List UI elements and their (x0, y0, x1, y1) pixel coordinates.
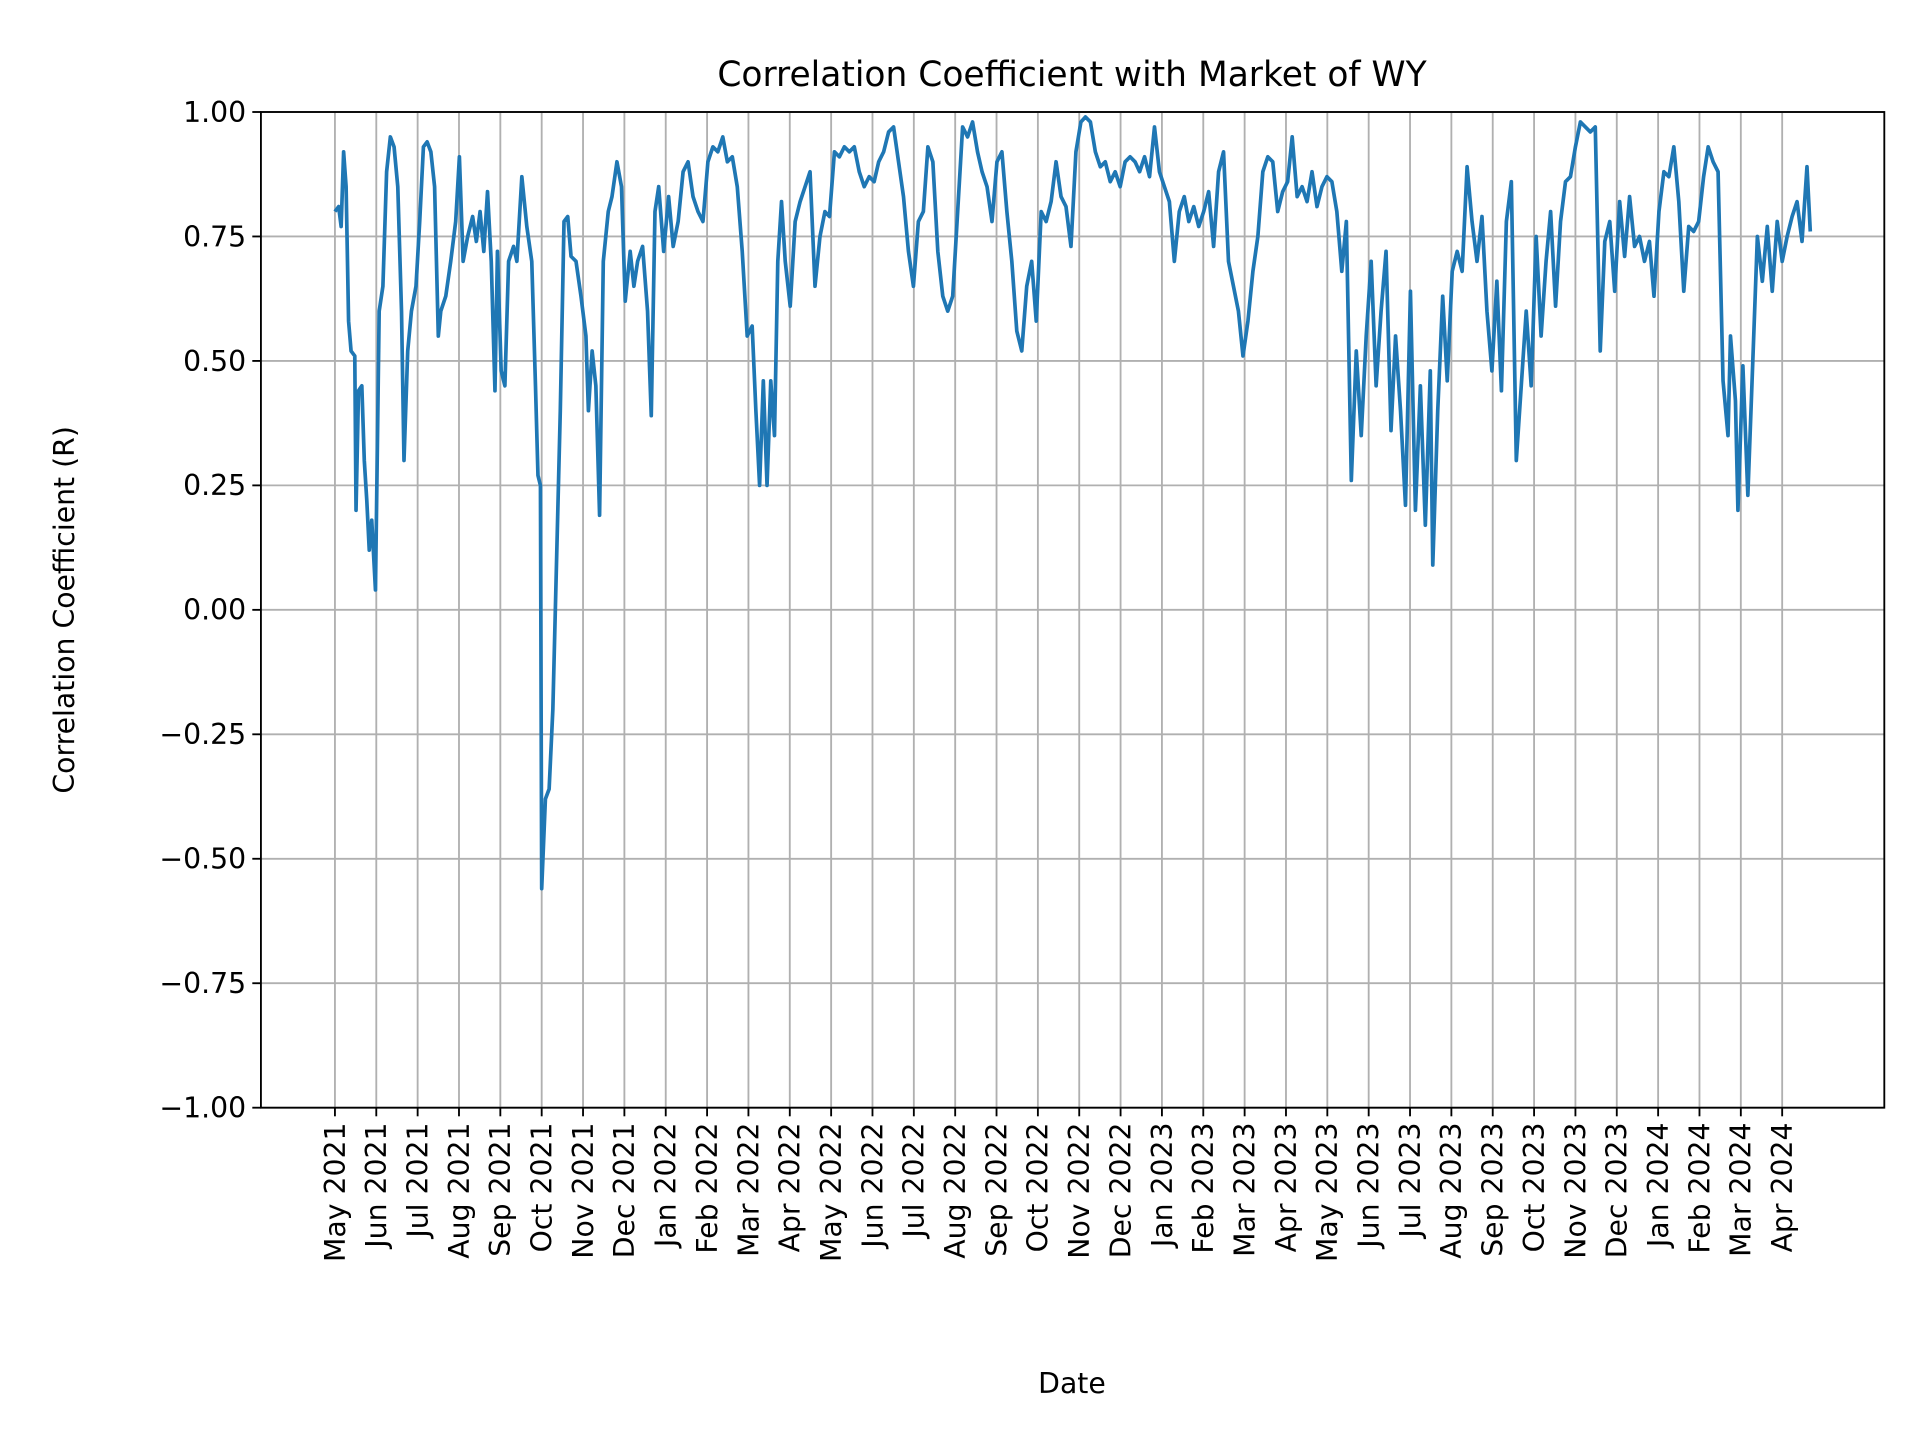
x-tick-label: Oct 2021 (526, 1122, 559, 1252)
y-tick-label: 0.50 (183, 345, 246, 378)
y-axis-label: Correlation Coefficient (R) (48, 426, 81, 793)
y-tick-label: −0.25 (159, 718, 246, 751)
y-tick-label: 0.75 (183, 220, 246, 253)
x-tick-label: Aug 2021 (443, 1122, 476, 1258)
x-tick-label: Jan 2023 (1146, 1122, 1179, 1249)
x-tick-label: Mar 2023 (1228, 1122, 1261, 1256)
x-tick-label: Dec 2022 (1104, 1122, 1137, 1258)
x-tick-label: Jun 2022 (856, 1122, 889, 1249)
data-line (333, 115, 1813, 891)
x-tick-label: Feb 2024 (1683, 1122, 1716, 1253)
x-tick-label: Aug 2022 (939, 1122, 972, 1258)
x-tick-label: Sep 2022 (980, 1122, 1013, 1256)
x-tick-label: Jan 2024 (1642, 1122, 1675, 1249)
x-tick-label: May 2021 (319, 1122, 352, 1262)
x-tick-label: May 2022 (815, 1122, 848, 1262)
x-tick-label: Dec 2023 (1601, 1122, 1634, 1258)
x-tick-label: Nov 2023 (1559, 1122, 1592, 1258)
y-tick-label: 0.00 (183, 594, 246, 627)
x-tick-label: Feb 2023 (1187, 1122, 1220, 1253)
x-tick-label: Apr 2022 (774, 1122, 807, 1252)
x-tick-label: Jun 2021 (360, 1122, 393, 1249)
y-tick-label: −1.00 (159, 1092, 246, 1125)
plot-frame (260, 111, 1886, 1109)
x-tick-label: Jul 2023 (1394, 1122, 1427, 1239)
x-tick-label: Feb 2022 (691, 1122, 724, 1253)
x-tick-label: Oct 2022 (1022, 1122, 1055, 1252)
x-tick-label: Sep 2023 (1477, 1122, 1510, 1256)
x-tick-label: Jul 2022 (898, 1122, 931, 1239)
x-tick-label: Mar 2024 (1725, 1122, 1758, 1256)
x-tick-label: Nov 2022 (1063, 1122, 1096, 1258)
x-tick-label: Jul 2021 (401, 1122, 434, 1239)
x-tick-label: Nov 2021 (567, 1122, 600, 1258)
x-tick-label: Oct 2023 (1518, 1122, 1551, 1252)
x-axis-label: Date (1038, 1367, 1106, 1400)
x-tick-label: Sep 2021 (484, 1122, 517, 1256)
x-tick-label: Apr 2024 (1766, 1122, 1799, 1252)
x-tick-label: Jun 2023 (1353, 1122, 1386, 1249)
x-tick-label: Mar 2022 (732, 1122, 765, 1256)
y-tick-label: 0.25 (183, 469, 246, 502)
x-tick-label: May 2023 (1311, 1122, 1344, 1262)
x-tick-label: Apr 2023 (1270, 1122, 1303, 1252)
x-tick-label: Jan 2022 (650, 1122, 683, 1249)
y-tick-label: −0.50 (159, 843, 246, 876)
chart-title: Correlation Coefficient with Market of W… (717, 55, 1427, 95)
x-tick-label: Dec 2021 (608, 1122, 641, 1258)
y-tick-label: 1.00 (183, 96, 246, 129)
x-tick-label: Aug 2023 (1435, 1122, 1468, 1258)
y-tick-label: −0.75 (159, 967, 246, 1000)
